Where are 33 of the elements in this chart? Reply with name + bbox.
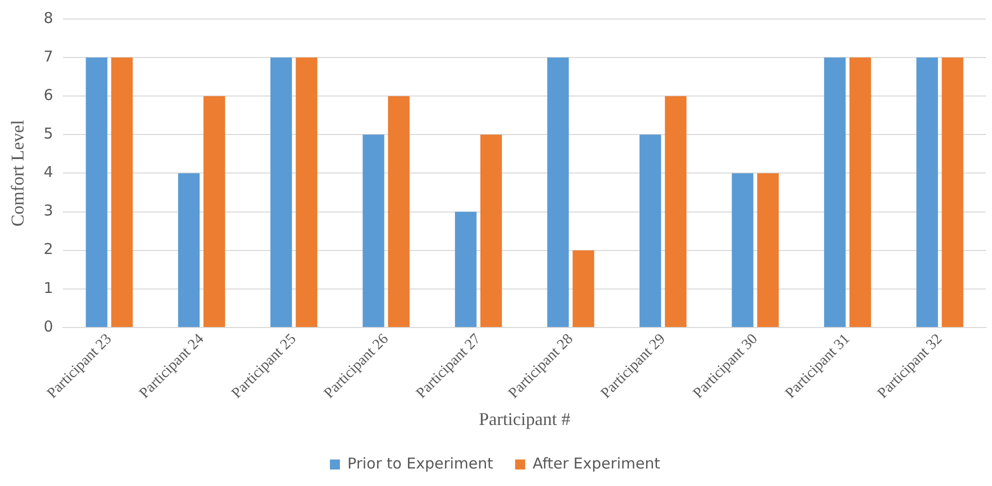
bar <box>824 58 846 327</box>
bar <box>362 134 384 327</box>
bar <box>178 173 200 327</box>
legend-label: Prior to Experiment <box>347 454 494 472</box>
legend-label: After Experiment <box>532 454 660 472</box>
y-tick-label: 1 <box>44 278 54 297</box>
y-tick-label: 4 <box>44 163 54 182</box>
bar <box>454 212 477 327</box>
bar <box>640 134 662 327</box>
bar <box>547 58 569 327</box>
y-tick-label: 8 <box>44 8 54 27</box>
bar <box>916 58 938 327</box>
bar <box>849 58 872 327</box>
x-axis-title: Participant # <box>478 408 570 429</box>
bar <box>111 58 133 327</box>
bar <box>480 134 502 327</box>
bar <box>732 173 754 327</box>
y-axis-title: Comfort Level <box>8 120 28 226</box>
bar <box>270 58 292 327</box>
y-tick-label: 6 <box>44 86 54 104</box>
y-tick-label: 5 <box>44 124 54 143</box>
bar <box>757 173 779 327</box>
bar <box>86 58 108 327</box>
bar <box>296 58 318 327</box>
y-tick-label: 7 <box>44 47 54 66</box>
bar <box>664 96 686 327</box>
bar <box>942 58 964 327</box>
bar <box>388 96 410 327</box>
y-tick-label: 2 <box>44 240 54 258</box>
y-tick-label: 0 <box>44 317 54 336</box>
y-tick-label: 3 <box>44 202 54 220</box>
bar <box>572 250 594 327</box>
bar <box>203 96 226 327</box>
